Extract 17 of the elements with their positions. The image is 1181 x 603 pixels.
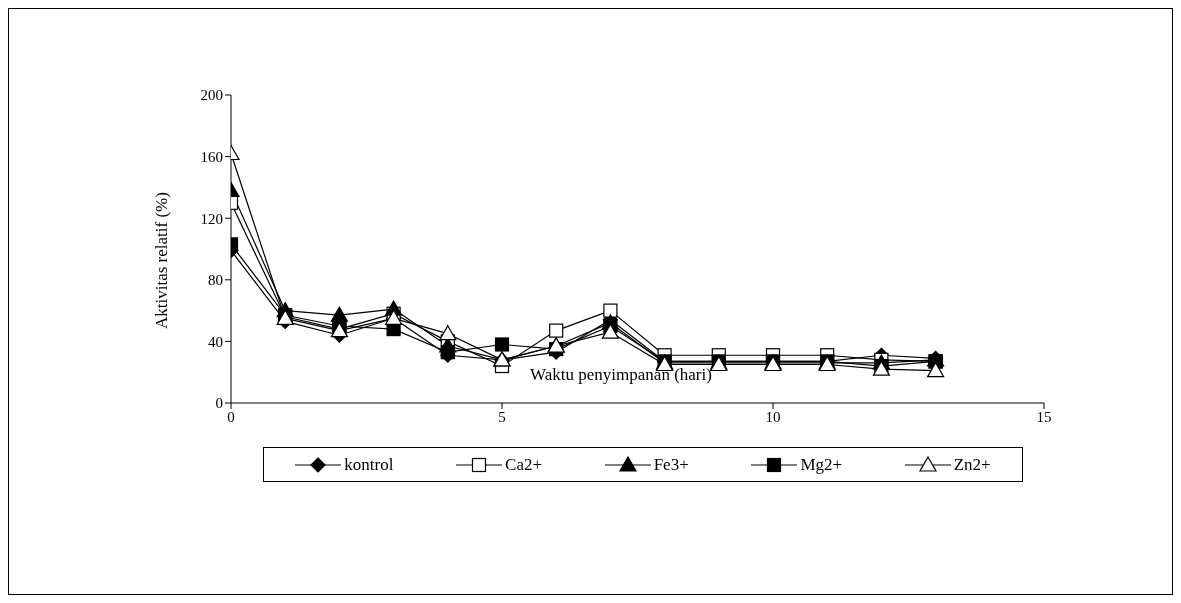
x-tick-label: 15: [1036, 408, 1052, 425]
y-tick-label: 0: [215, 395, 223, 412]
legend-label: Zn2+: [953, 454, 991, 475]
y-axis-title: Aktivitas relatif (%): [152, 192, 172, 329]
x-tick-label: 5: [498, 408, 506, 425]
legend-label: Fe3+: [653, 454, 689, 475]
y-tick-label: 120: [200, 210, 223, 227]
y-tick-label: 80: [208, 272, 223, 289]
legend-label: kontrol: [344, 454, 394, 475]
y-tick-label: 200: [200, 87, 223, 104]
legend-label: Mg2+: [800, 454, 843, 475]
x-tick-label: 0: [227, 408, 235, 425]
legend-label: Ca2+: [505, 454, 543, 475]
y-tick-label: 40: [208, 333, 223, 350]
x-tick-label: 10: [765, 408, 781, 425]
x-axis-title: Waktu penyimpanan (hari): [530, 365, 712, 385]
y-tick-label: 160: [200, 148, 223, 165]
